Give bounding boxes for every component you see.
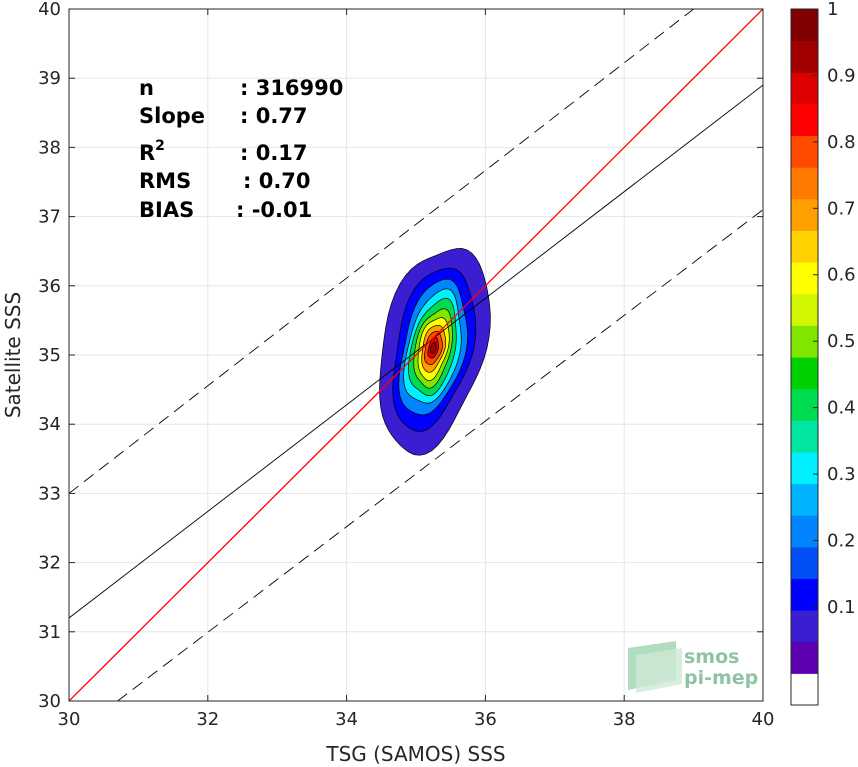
y-tick-label: 35 [38, 345, 61, 366]
colorbar-segment [791, 420, 818, 453]
regression-line [69, 84, 763, 619]
stat-key: R2 [139, 138, 165, 165]
stat-value: : 0.77 [240, 104, 308, 128]
y-tick-label: 34 [38, 414, 61, 435]
x-tick-label: 34 [335, 709, 358, 730]
upper-bound-line [69, 9, 694, 494]
colorbar-segment [791, 72, 818, 105]
colorbar-segment [791, 451, 818, 485]
colorbar-tick-label: 0.3 [827, 464, 856, 485]
colorbar-segment [791, 40, 818, 73]
colorbar-segment [791, 546, 818, 579]
colorbar-tick-label: 0.4 [827, 398, 856, 419]
colorbar-tick-label: 1 [827, 0, 838, 20]
colorbar-frame [790, 8, 819, 706]
stat-value: : 316990 [240, 76, 343, 100]
colorbar-segment [791, 198, 818, 231]
colorbar-segment [791, 673, 818, 706]
stat-key: n [139, 76, 154, 100]
y-tick-label: 30 [38, 691, 61, 712]
y-tick-label: 38 [38, 137, 61, 158]
colorbar-segment [791, 515, 818, 548]
x-tick-label: 32 [196, 709, 219, 730]
colorbar-tick-label: 0.8 [827, 132, 856, 153]
y-axis-label: Satellite SSS [1, 292, 25, 418]
y-tick-label: 37 [38, 207, 61, 228]
colorbar-segment [791, 135, 818, 168]
y-tick-label: 32 [38, 553, 61, 574]
stat-key: Slope [139, 104, 205, 128]
colorbar-segment [791, 483, 818, 516]
stat-value: : -0.01 [236, 198, 312, 222]
density-contour [429, 341, 437, 354]
logo-mark-layer [636, 648, 682, 693]
one-to-one-line [69, 9, 763, 701]
colorbar-segment [791, 262, 818, 295]
y-tick-label: 39 [38, 68, 61, 89]
logo-text-pimep: pi-mep [684, 667, 758, 689]
stat-key-superscript: 2 [155, 138, 165, 154]
x-tick-label: 40 [752, 709, 775, 730]
colorbar-tick-label: 0.6 [827, 265, 856, 286]
stat-key: BIAS [139, 198, 194, 222]
colorbar-segment [791, 103, 818, 137]
colorbar-segment [791, 357, 818, 390]
colorbar-segment [791, 578, 818, 611]
stat-value: : 0.70 [243, 169, 311, 193]
colorbar-segment [791, 9, 818, 42]
colorbar-tick-label: 0.7 [827, 198, 856, 219]
colorbar-tick-label: 0.9 [827, 65, 856, 86]
x-tick-label: 30 [58, 709, 81, 730]
y-axis-ticks: 30 31 32 33 34 35 36 37 38 39 40 [38, 0, 763, 712]
lower-bound-line [117, 209, 763, 701]
stat-key: RMS [139, 169, 191, 193]
colorbar: 0.1 0.2 0.3 0.4 0.5 0.6 0.7 0.8 0.9 1 [790, 0, 856, 706]
colorbar-segment [791, 388, 818, 421]
colorbar-segment [791, 610, 818, 643]
y-tick-label: 31 [38, 622, 61, 643]
colorbar-tick-label: 0.1 [827, 597, 856, 618]
reference-lines [69, 9, 763, 701]
x-axis-ticks: 30 32 34 36 38 40 [58, 9, 775, 730]
logo-text-smos: smos [684, 646, 739, 668]
colorbar-tick-label: 0.5 [827, 331, 856, 352]
colorbar-tick-label: 0.2 [827, 530, 856, 551]
y-tick-label: 40 [38, 0, 61, 20]
x-tick-label: 38 [613, 709, 636, 730]
colorbar-segment [791, 293, 818, 326]
x-axis-label: TSG (SAMOS) SSS [325, 742, 505, 766]
colorbar-segment [791, 641, 818, 674]
density-contours [379, 248, 491, 456]
statistics-box: n : 316990 Slope : 0.77 R2 : 0.17 RMS : 0.70 BIA… [139, 76, 343, 222]
x-tick-label: 36 [474, 709, 497, 730]
stat-value: : 0.17 [240, 141, 308, 165]
colorbar-segment [791, 167, 818, 200]
y-tick-label: 33 [38, 483, 61, 504]
smos-pi-mep-logo: smos pi-mep [628, 641, 758, 693]
y-tick-label: 36 [38, 276, 61, 297]
colorbar-segment [791, 230, 818, 263]
